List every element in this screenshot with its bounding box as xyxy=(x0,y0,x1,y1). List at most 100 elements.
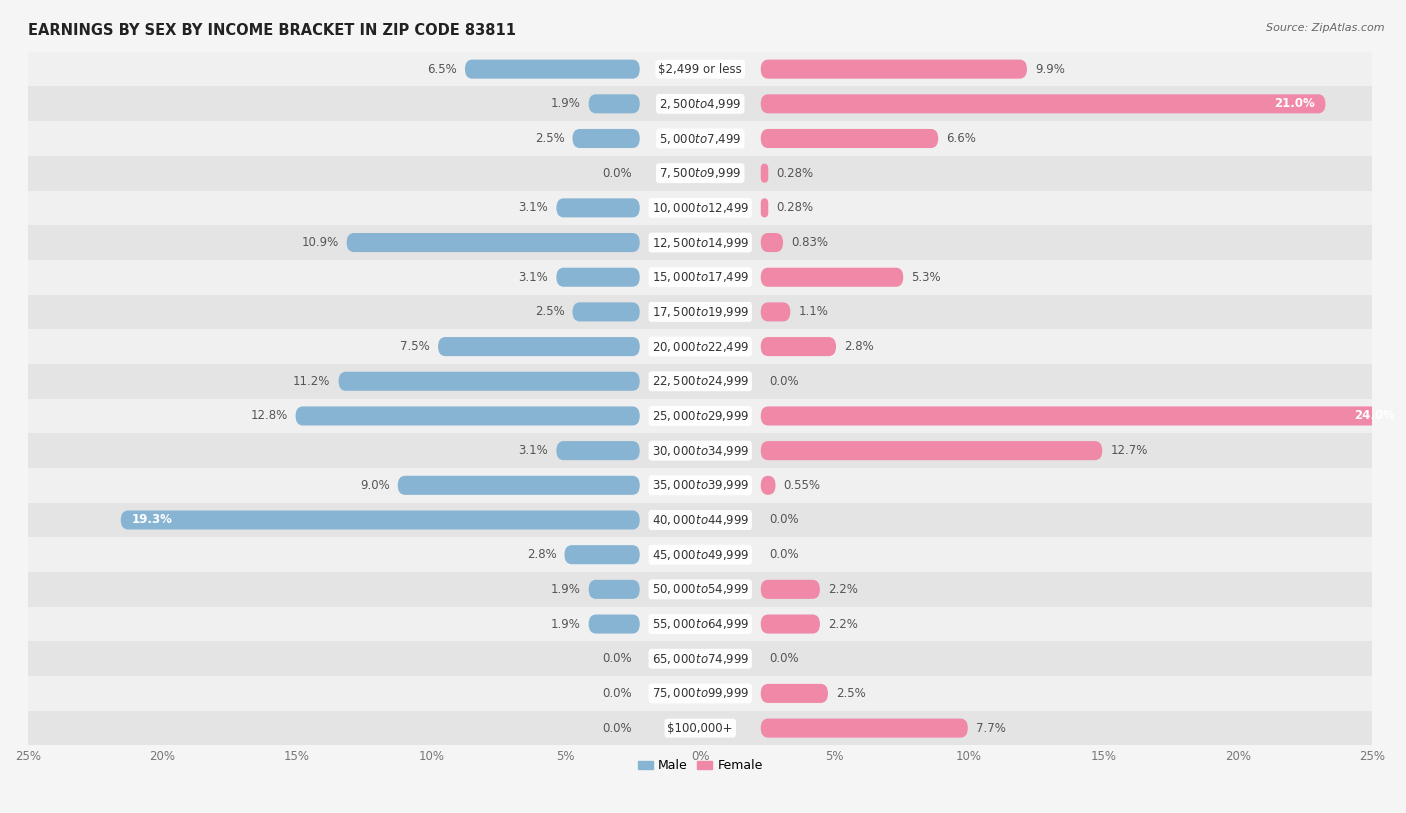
FancyBboxPatch shape xyxy=(761,615,820,633)
Text: 19.3%: 19.3% xyxy=(132,514,173,527)
FancyBboxPatch shape xyxy=(339,372,640,391)
Text: $40,000 to $44,999: $40,000 to $44,999 xyxy=(651,513,749,527)
Text: $22,500 to $24,999: $22,500 to $24,999 xyxy=(651,374,749,389)
Bar xyxy=(28,676,1372,711)
Text: 7.5%: 7.5% xyxy=(401,340,430,353)
Text: 3.1%: 3.1% xyxy=(519,444,548,457)
FancyBboxPatch shape xyxy=(761,233,783,252)
Text: $75,000 to $99,999: $75,000 to $99,999 xyxy=(651,686,749,701)
Text: 3.1%: 3.1% xyxy=(519,202,548,215)
Text: 10.9%: 10.9% xyxy=(301,236,339,249)
Text: 0.0%: 0.0% xyxy=(602,687,631,700)
Text: 2.5%: 2.5% xyxy=(837,687,866,700)
FancyBboxPatch shape xyxy=(761,719,967,737)
FancyBboxPatch shape xyxy=(761,302,790,321)
Bar xyxy=(28,502,1372,537)
Bar xyxy=(28,52,1372,86)
Text: 12.7%: 12.7% xyxy=(1111,444,1147,457)
Text: $5,000 to $7,499: $5,000 to $7,499 xyxy=(659,132,741,146)
Bar xyxy=(28,468,1372,502)
FancyBboxPatch shape xyxy=(572,129,640,148)
Text: 0.28%: 0.28% xyxy=(776,167,814,180)
Text: 0.0%: 0.0% xyxy=(769,652,799,665)
FancyBboxPatch shape xyxy=(557,198,640,217)
Text: 2.2%: 2.2% xyxy=(828,618,858,631)
Text: $2,499 or less: $2,499 or less xyxy=(658,63,742,76)
FancyBboxPatch shape xyxy=(557,441,640,460)
Bar xyxy=(28,156,1372,190)
Bar xyxy=(28,86,1372,121)
Text: 11.2%: 11.2% xyxy=(292,375,330,388)
Text: $35,000 to $39,999: $35,000 to $39,999 xyxy=(651,478,749,493)
Text: 24.0%: 24.0% xyxy=(1354,410,1395,423)
Bar xyxy=(28,260,1372,294)
FancyBboxPatch shape xyxy=(295,406,640,425)
Text: $12,500 to $14,999: $12,500 to $14,999 xyxy=(651,236,749,250)
Text: 7.7%: 7.7% xyxy=(976,722,1005,735)
FancyBboxPatch shape xyxy=(761,441,1102,460)
FancyBboxPatch shape xyxy=(761,94,1326,113)
Text: $2,500 to $4,999: $2,500 to $4,999 xyxy=(659,97,741,111)
FancyBboxPatch shape xyxy=(761,163,768,183)
Text: $15,000 to $17,499: $15,000 to $17,499 xyxy=(651,270,749,285)
Text: $17,500 to $19,999: $17,500 to $19,999 xyxy=(651,305,749,319)
Text: $55,000 to $64,999: $55,000 to $64,999 xyxy=(651,617,749,631)
Legend: Male, Female: Male, Female xyxy=(633,754,768,777)
Text: 2.8%: 2.8% xyxy=(527,548,557,561)
Bar xyxy=(28,641,1372,676)
FancyBboxPatch shape xyxy=(761,267,903,287)
Text: 0.28%: 0.28% xyxy=(776,202,814,215)
FancyBboxPatch shape xyxy=(761,580,820,599)
Text: 6.6%: 6.6% xyxy=(946,132,976,145)
FancyBboxPatch shape xyxy=(564,546,640,564)
Bar xyxy=(28,329,1372,364)
Bar xyxy=(28,364,1372,398)
FancyBboxPatch shape xyxy=(557,267,640,287)
Text: 1.1%: 1.1% xyxy=(799,306,828,319)
Text: 0.83%: 0.83% xyxy=(792,236,828,249)
Text: 0.55%: 0.55% xyxy=(783,479,821,492)
Bar xyxy=(28,537,1372,572)
Text: 1.9%: 1.9% xyxy=(551,583,581,596)
FancyBboxPatch shape xyxy=(761,406,1406,425)
Text: $10,000 to $12,499: $10,000 to $12,499 xyxy=(651,201,749,215)
Bar xyxy=(28,572,1372,606)
Text: 3.1%: 3.1% xyxy=(519,271,548,284)
FancyBboxPatch shape xyxy=(347,233,640,252)
Text: Source: ZipAtlas.com: Source: ZipAtlas.com xyxy=(1267,23,1385,33)
Text: $30,000 to $34,999: $30,000 to $34,999 xyxy=(651,444,749,458)
Bar xyxy=(28,294,1372,329)
FancyBboxPatch shape xyxy=(761,198,768,217)
Text: $20,000 to $22,499: $20,000 to $22,499 xyxy=(651,340,749,354)
Text: 0.0%: 0.0% xyxy=(769,548,799,561)
FancyBboxPatch shape xyxy=(761,59,1026,79)
FancyBboxPatch shape xyxy=(589,615,640,633)
Bar xyxy=(28,433,1372,468)
Bar xyxy=(28,190,1372,225)
Text: $50,000 to $54,999: $50,000 to $54,999 xyxy=(651,582,749,597)
Text: 0.0%: 0.0% xyxy=(602,652,631,665)
FancyBboxPatch shape xyxy=(439,337,640,356)
Bar xyxy=(28,606,1372,641)
Bar xyxy=(28,398,1372,433)
FancyBboxPatch shape xyxy=(121,511,640,529)
Text: 2.2%: 2.2% xyxy=(828,583,858,596)
Text: 2.8%: 2.8% xyxy=(844,340,875,353)
FancyBboxPatch shape xyxy=(761,337,837,356)
FancyBboxPatch shape xyxy=(761,129,938,148)
FancyBboxPatch shape xyxy=(589,94,640,113)
Text: 0.0%: 0.0% xyxy=(769,375,799,388)
Text: 5.3%: 5.3% xyxy=(911,271,941,284)
Text: 2.5%: 2.5% xyxy=(534,306,564,319)
FancyBboxPatch shape xyxy=(398,476,640,495)
Text: 6.5%: 6.5% xyxy=(427,63,457,76)
Text: $7,500 to $9,999: $7,500 to $9,999 xyxy=(659,166,741,180)
Text: $45,000 to $49,999: $45,000 to $49,999 xyxy=(651,548,749,562)
Text: 12.8%: 12.8% xyxy=(250,410,287,423)
Bar xyxy=(28,225,1372,260)
FancyBboxPatch shape xyxy=(465,59,640,79)
Text: EARNINGS BY SEX BY INCOME BRACKET IN ZIP CODE 83811: EARNINGS BY SEX BY INCOME BRACKET IN ZIP… xyxy=(28,23,516,38)
FancyBboxPatch shape xyxy=(589,580,640,599)
FancyBboxPatch shape xyxy=(761,476,776,495)
Text: 0.0%: 0.0% xyxy=(769,514,799,527)
